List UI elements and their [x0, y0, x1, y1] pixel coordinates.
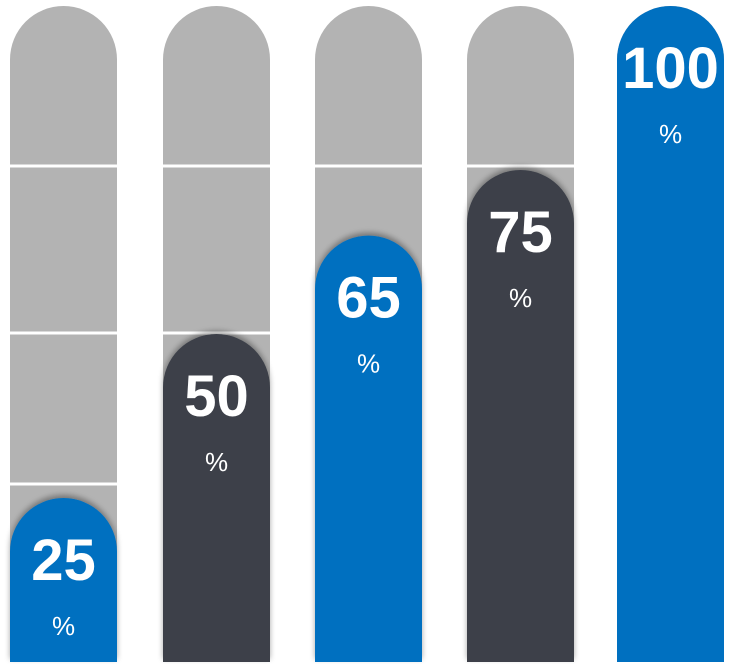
bar-value-label-2: 50 [184, 364, 249, 429]
bar-value-label-5: 100 [622, 36, 719, 101]
bar-value-label-1: 25 [31, 528, 96, 593]
bar-unit-label-3: % [357, 349, 380, 379]
bar-1 [10, 497, 117, 662]
bar-unit-label-4: % [509, 283, 532, 313]
bar-unit-label-5: % [659, 119, 682, 149]
bar-5 [617, 5, 724, 662]
bar-value-label-3: 65 [336, 266, 401, 331]
bar-unit-label-1: % [52, 611, 75, 641]
bar-4 [467, 169, 574, 662]
bar-value-label-4: 75 [488, 200, 553, 265]
bar-unit-label-2: % [205, 447, 228, 477]
bar-3 [315, 235, 422, 662]
bar-2 [163, 334, 270, 662]
